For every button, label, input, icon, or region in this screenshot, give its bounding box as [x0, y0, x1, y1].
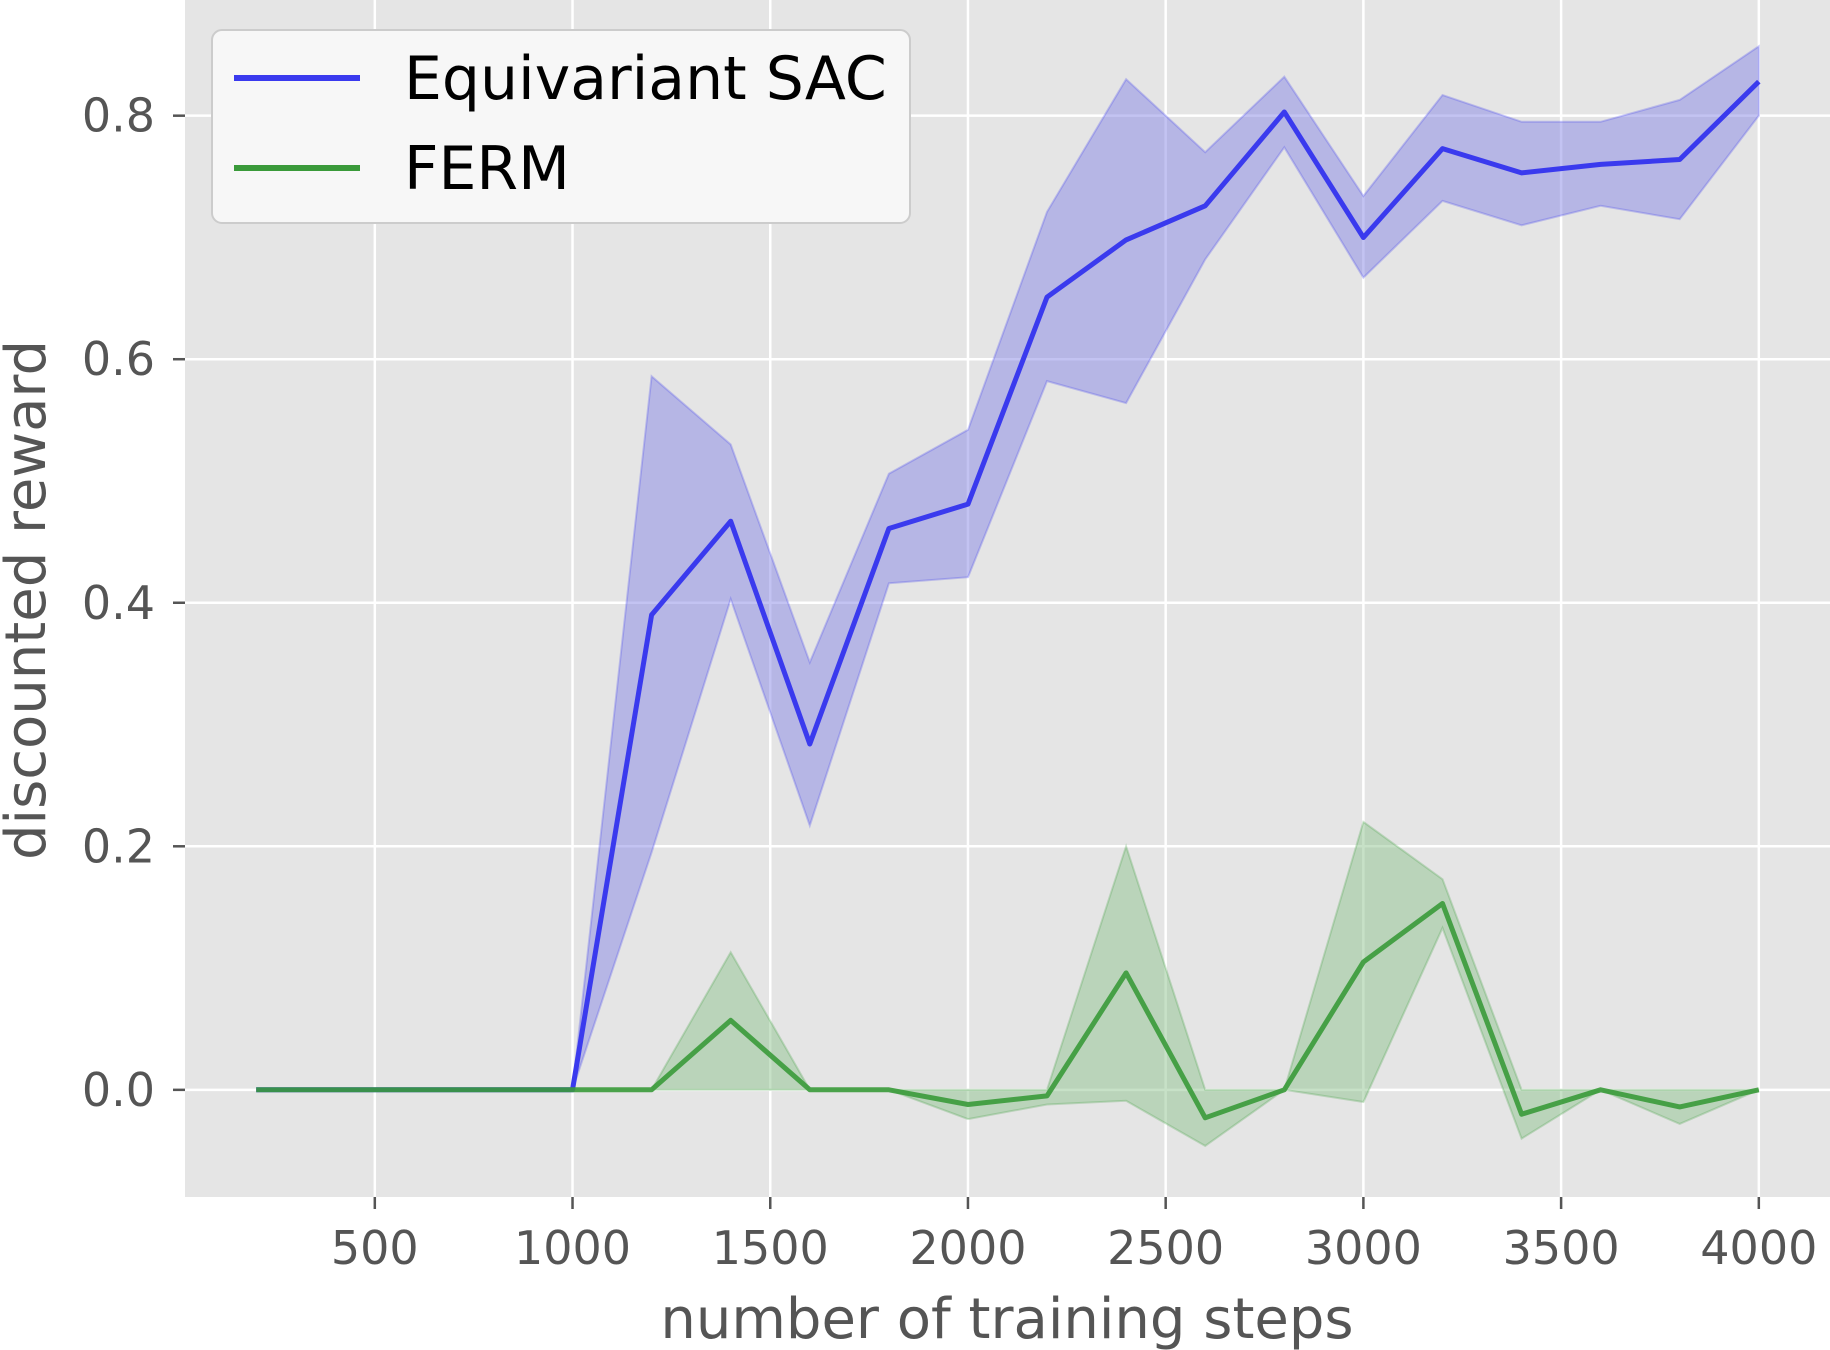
x-tick-label: 4000 [1700, 1221, 1817, 1275]
legend: Equivariant SAC FERM [211, 29, 911, 224]
band-equivariant-sac [256, 44, 1760, 1091]
legend-label-ferm: FERM [404, 134, 570, 204]
y-tick-label: 0.2 [82, 819, 155, 873]
legend-label-equivariant-sac: Equivariant SAC [404, 44, 887, 114]
x-axis-ticks: 500 1000 1500 2000 2500 3000 3500 4000 [331, 1197, 1817, 1275]
x-axis-label: number of training steps [660, 1287, 1353, 1350]
y-axis-label: discounted reward [0, 340, 59, 860]
x-tick-label: 3500 [1503, 1221, 1620, 1275]
x-tick-label: 2500 [1107, 1221, 1224, 1275]
y-tick-label: 0.0 [82, 1063, 155, 1117]
x-tick-label: 3000 [1305, 1221, 1422, 1275]
x-tick-label: 500 [331, 1221, 419, 1275]
legend-box [211, 29, 911, 224]
series-line-ferm [256, 901, 1760, 1121]
y-tick-label: 0.4 [82, 576, 155, 630]
x-tick-label: 1000 [514, 1221, 631, 1275]
y-tick-label: 0.8 [82, 89, 155, 143]
y-axis-ticks: 0.0 0.2 0.4 0.6 0.8 [82, 89, 185, 1117]
x-tick-label: 2000 [909, 1221, 1026, 1275]
y-tick-label: 0.6 [82, 332, 155, 386]
series-lines [256, 79, 1761, 1121]
x-tick-label: 1500 [712, 1221, 829, 1275]
